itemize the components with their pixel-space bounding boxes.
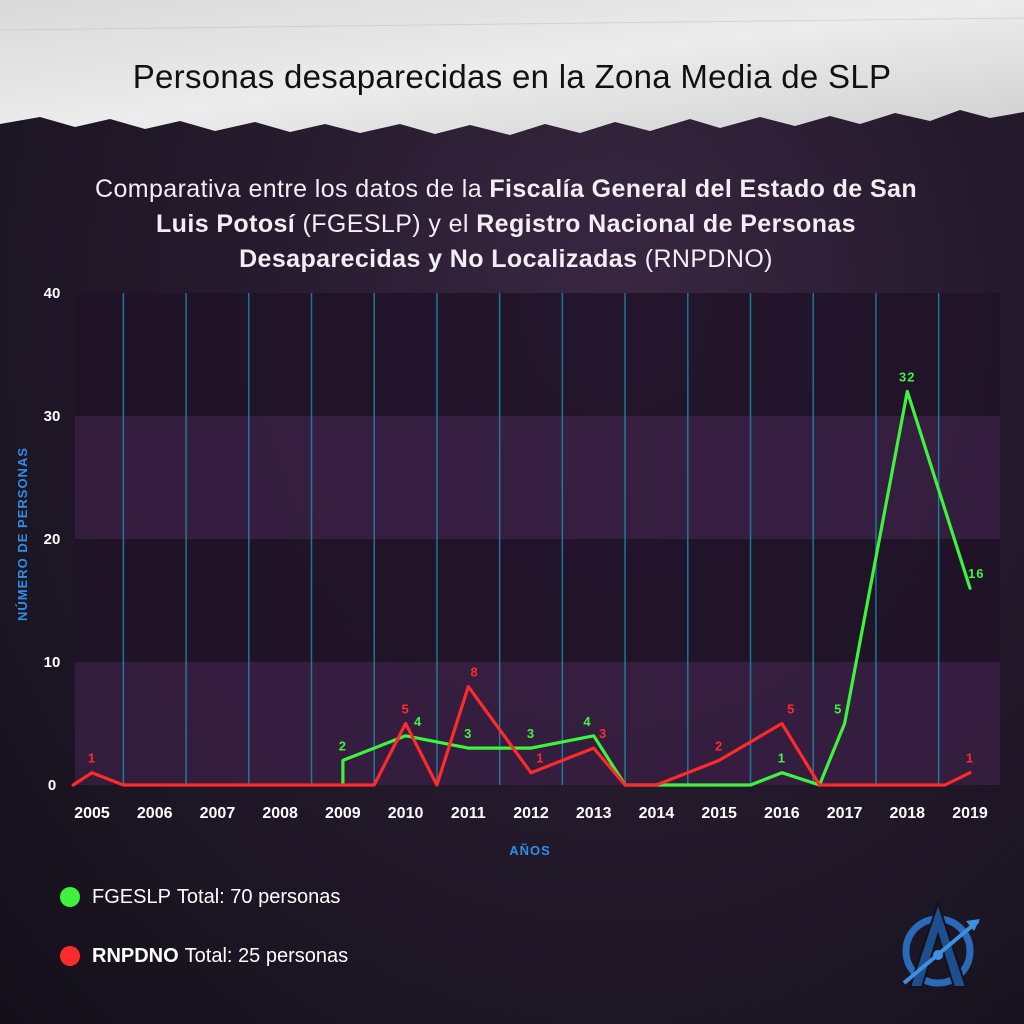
title-banner <box>0 0 1024 140</box>
y-axis-title: NÚMERO DE PERSONAS <box>15 447 30 621</box>
data-label-fgeslp: 3 <box>464 726 472 741</box>
data-label-fgeslp: 16 <box>968 566 984 581</box>
legend-green-dot <box>60 887 80 907</box>
x-tick-label: 2018 <box>889 805 925 822</box>
y-tick-label: 0 <box>48 777 56 794</box>
x-axis-title: AÑOS <box>509 843 551 858</box>
grid-band <box>75 662 1000 785</box>
legend-red-dot <box>60 946 80 966</box>
data-label-rnpdno: 1 <box>536 751 544 766</box>
x-tick-label: 2017 <box>827 805 863 822</box>
legend-rnpdno-text: Total: 25 personas <box>184 944 349 967</box>
x-tick-label: 2009 <box>325 805 361 822</box>
x-tick-label: 2019 <box>952 805 988 822</box>
subtitle: Comparativa entre los datos de la Fiscal… <box>94 175 918 273</box>
data-label-fgeslp: 32 <box>899 369 915 384</box>
x-tick-label: 2005 <box>74 805 110 822</box>
grid-band <box>75 539 1000 662</box>
line-chart: 0 10 20 30 40 2005 2006 2007 2008 2009 2010 2011 201… <box>15 285 1000 858</box>
data-label-rnpdno: 5 <box>787 702 795 717</box>
legend-fgeslp-abbr: FGESLP <box>92 885 171 908</box>
y-tick-label: 40 <box>44 285 61 302</box>
data-label-fgeslp: 1 <box>778 751 786 766</box>
x-tick-label: 2014 <box>639 805 675 822</box>
legend-fgeslp-text: Total: 70 personas <box>176 885 341 908</box>
data-label-rnpdno: 5 <box>401 702 409 717</box>
data-label-rnpdno: 2 <box>715 738 723 753</box>
data-label-rnpdno: 1 <box>966 751 974 766</box>
data-label-fgeslp: 2 <box>339 738 347 753</box>
legend-item-fgeslp: FGESLP Total: 70 personas <box>60 882 560 912</box>
legend-item-rnpdno: RNPDNO Total: 25 personas <box>60 941 560 971</box>
data-label-fgeslp: 4 <box>583 714 591 729</box>
y-tick-label: 10 <box>44 654 61 671</box>
grid-band <box>75 416 1000 539</box>
x-tick-label: 2010 <box>388 805 424 822</box>
y-tick-label: 30 <box>44 408 61 425</box>
page-title: Personas desaparecidas en la Zona Media … <box>132 58 892 95</box>
legend-rnpdno-abbr: RNPDNO <box>92 944 179 967</box>
x-tick-label: 2016 <box>764 805 800 822</box>
x-tick-label: 2012 <box>513 805 549 822</box>
data-label-rnpdno: 1 <box>88 751 96 766</box>
x-tick-label: 2008 <box>262 805 298 822</box>
x-tick-label: 2007 <box>200 805 236 822</box>
data-label-rnpdno: 3 <box>599 726 607 741</box>
data-label-fgeslp: 4 <box>414 714 422 729</box>
y-tick-label: 20 <box>44 531 61 548</box>
grid-band <box>75 293 1000 416</box>
x-tick-label: 2011 <box>451 805 486 822</box>
x-tick-label: 2013 <box>576 805 612 822</box>
series-line-rnpdno <box>71 685 972 787</box>
data-label-fgeslp: 5 <box>834 702 842 717</box>
x-tick-label: 2006 <box>137 805 173 822</box>
x-tick-label: 2015 <box>701 805 737 822</box>
data-label-fgeslp: 3 <box>527 726 535 741</box>
compass-logo-icon <box>902 899 980 988</box>
data-label-rnpdno: 8 <box>470 665 478 680</box>
